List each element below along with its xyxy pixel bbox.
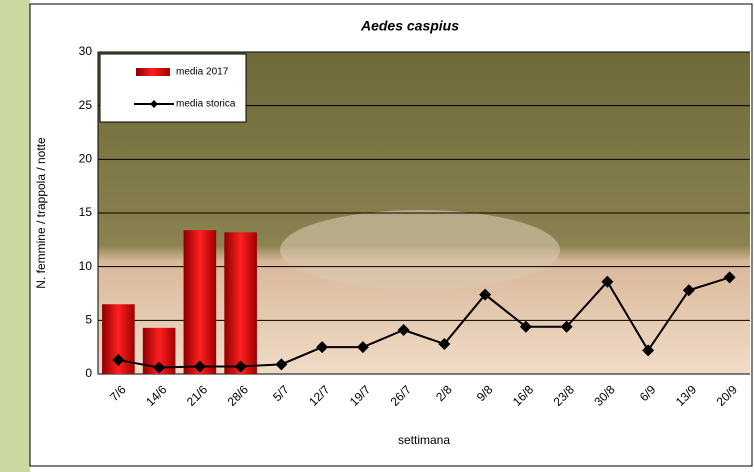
marker (356, 341, 369, 354)
y-tick-label: 0 (85, 366, 92, 380)
photo-mosquito (280, 210, 560, 290)
y-tick-label: 15 (79, 205, 93, 219)
marker (682, 284, 695, 297)
marker (275, 358, 288, 371)
marker (601, 275, 614, 288)
marker (519, 320, 532, 333)
side-strip (0, 0, 30, 472)
marker (316, 341, 329, 354)
y-tick-label: 5 (85, 313, 92, 327)
legend-box (99, 53, 247, 123)
marker (438, 337, 451, 350)
y-tick-label: 25 (79, 98, 93, 112)
x-axis-label: settimana (398, 433, 450, 447)
y-tick-label: 30 (79, 44, 93, 58)
legend-label: media 2017 (176, 67, 229, 78)
marker (234, 360, 247, 373)
marker (560, 320, 573, 333)
marker (193, 360, 206, 373)
marker (723, 271, 736, 284)
line (118, 276, 730, 369)
legend-swatch (136, 68, 170, 76)
legend-label: media storica (176, 99, 236, 110)
bar (224, 232, 257, 374)
marker (397, 323, 410, 336)
marker (153, 361, 166, 374)
y-tick-label: 20 (79, 152, 93, 166)
marker (479, 288, 492, 301)
legend-marker (150, 100, 158, 108)
y-axis-label: N. femmine / trappola / notte (34, 137, 48, 289)
marker (112, 354, 125, 367)
chart-title: Aedes caspius (360, 18, 459, 34)
y-tick-label: 10 (79, 259, 93, 273)
bar (183, 230, 217, 374)
marker (642, 344, 655, 357)
